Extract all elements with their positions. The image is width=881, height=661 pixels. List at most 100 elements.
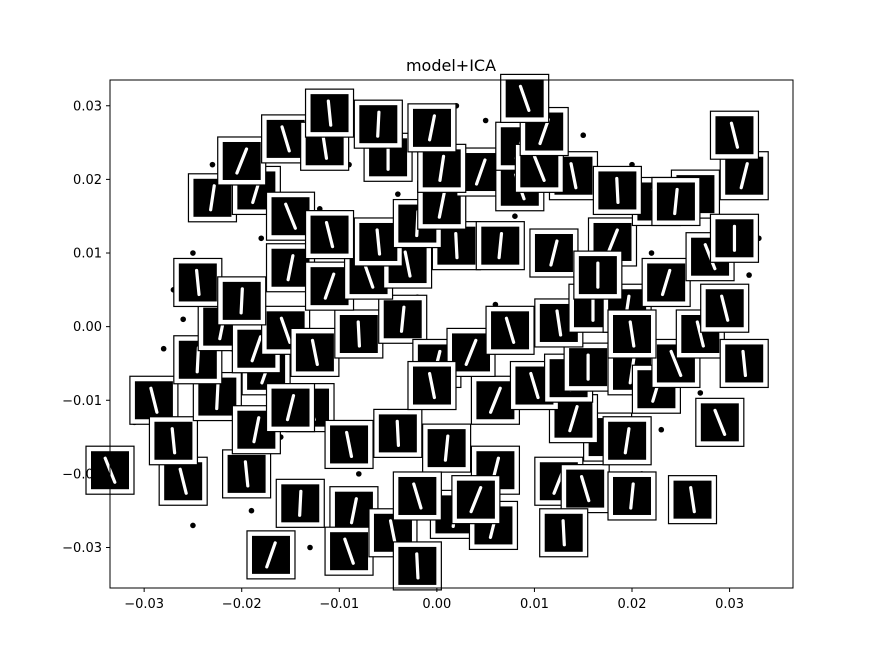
digit-stroke: [673, 187, 679, 216]
digit-stroke: [739, 162, 749, 190]
digit-stroke: [427, 371, 436, 400]
digit-stroke: [469, 486, 483, 514]
y-tick-label: −0.03: [62, 541, 102, 556]
digit-thumbnail: [290, 327, 340, 378]
digit-thumbnail: [451, 475, 501, 525]
digit-stroke: [195, 268, 201, 297]
y-tick-label: −0.01: [62, 394, 102, 409]
digit-thumbnail: [607, 471, 657, 521]
digit-thumbnail: [304, 88, 355, 138]
digit-stroke: [720, 294, 730, 322]
digit-thumbnail: [592, 165, 642, 216]
digit-thumbnail: [275, 478, 325, 528]
digit-stroke: [170, 427, 177, 455]
digit-stroke: [555, 309, 563, 337]
digit-thumbnail: [695, 397, 745, 447]
digit-stroke: [356, 320, 362, 348]
digit-thumbnail: [563, 342, 613, 392]
y-tick-label: 0.00: [73, 320, 102, 335]
y-axis: 0.03 0.02 0.01 0.00 −0.01 −0.02 −0.03: [62, 99, 110, 556]
y-tick-label: 0.03: [73, 99, 102, 114]
x-tick-label: 0.03: [715, 597, 744, 612]
digit-stroke: [250, 335, 263, 363]
digit-stroke: [323, 272, 336, 300]
scatter-point: [356, 471, 362, 477]
digit-stroke: [343, 537, 355, 565]
digit-stroke: [729, 121, 740, 149]
digit-thumbnail: [324, 526, 374, 576]
digit-stroke: [443, 434, 450, 462]
digit-thumbnail: [173, 257, 223, 308]
digit-stroke: [628, 320, 636, 348]
digit-thumbnail: [539, 508, 589, 558]
digit-thumbnail: [129, 375, 179, 425]
digit-stroke: [437, 191, 446, 219]
digit-thumbnail: [560, 464, 610, 514]
x-tick-label: 0.01: [520, 597, 549, 612]
digit-thumbnail: [217, 276, 267, 326]
digit-stroke: [215, 382, 220, 411]
digit-stroke: [388, 519, 397, 547]
digit-thumbnail: [607, 309, 657, 359]
scatter-point: [746, 272, 752, 278]
digit-stroke: [149, 386, 159, 414]
digit-stroke: [549, 239, 559, 267]
digit-thumbnail: [651, 176, 701, 227]
digit-thumbnail: [700, 283, 750, 333]
digit-thumbnail: [222, 449, 272, 499]
digit-thumbnail: [407, 360, 457, 411]
digit-thumbnail: [392, 541, 442, 591]
digit-thumbnail: [246, 530, 296, 580]
scatter-point: [160, 345, 167, 352]
y-tick-label: −0.02: [62, 467, 102, 482]
digit-stroke: [279, 316, 292, 344]
digit-stroke: [403, 250, 412, 278]
digit-stroke: [532, 154, 546, 182]
digit-stroke: [375, 228, 382, 256]
digit-stroke: [489, 386, 502, 414]
digit-stroke: [265, 541, 277, 569]
digit-thumbnail: [373, 408, 423, 458]
digit-stroke: [286, 254, 295, 282]
digit-thumbnail: [641, 257, 691, 308]
digit-stroke: [298, 489, 303, 517]
digit-stroke: [235, 147, 249, 175]
digit-thumbnail: [378, 294, 428, 344]
digit-thumbnail: [407, 103, 457, 153]
digit-stroke: [427, 114, 436, 142]
digit-stroke: [412, 482, 423, 510]
digit-thumbnail: [148, 416, 199, 466]
digit-stroke: [741, 349, 748, 378]
digit-stroke: [695, 320, 705, 348]
scatter-point: [190, 250, 196, 256]
scatter-point: [512, 213, 518, 220]
digit-stroke: [629, 482, 635, 510]
x-tick-label: −0.03: [124, 597, 164, 612]
digit-stroke: [310, 338, 319, 367]
digit-stroke: [362, 261, 375, 289]
digit-stroke: [280, 125, 291, 153]
digit-stroke: [606, 228, 619, 256]
digit-thumbnail: [324, 419, 374, 470]
digit-thumbnail: [573, 250, 623, 300]
scatter-point: [648, 250, 655, 256]
digit-stroke: [660, 268, 672, 297]
digit-stroke: [454, 232, 459, 260]
digit-stroke: [623, 427, 631, 455]
x-tick-label: 0.00: [422, 597, 451, 612]
y-tick-label: 0.02: [73, 173, 102, 188]
digit-thumbnail: [334, 309, 384, 359]
digit-stroke: [568, 405, 579, 433]
digit-stroke: [464, 338, 478, 367]
x-tick-label: −0.01: [319, 597, 359, 612]
digit-stroke: [321, 132, 329, 160]
digit-thumbnail: [217, 136, 267, 186]
scatter-point: [248, 507, 255, 514]
digit-stroke: [569, 162, 578, 190]
digit-stroke: [243, 460, 250, 488]
digit-stroke: [178, 467, 188, 495]
digit-stroke: [399, 305, 406, 333]
digit-thumbnail: [422, 423, 472, 473]
digit-thumbnail: [667, 475, 718, 525]
